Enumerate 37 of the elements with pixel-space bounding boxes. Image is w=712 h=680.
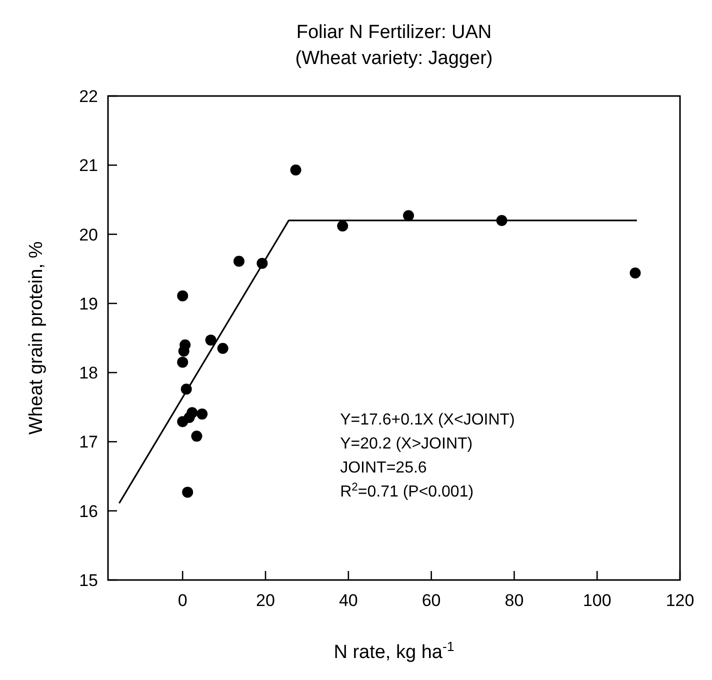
point [177,290,188,302]
x-tick-label: 100 [582,591,612,610]
y-tick-label: 18 [79,364,98,383]
point [177,416,188,428]
x-tick-label: 40 [338,591,358,610]
x-tick-label: 20 [256,591,275,610]
point [196,408,208,420]
x-tick-label: 60 [422,591,441,610]
point [217,342,228,354]
x-axis-title: N rate, kg ha$^{-1}$ [334,638,454,663]
chart-title: Foliar N Fertilizer: UAN [296,22,492,43]
annotation: Y=17.6+0.1X (X<JOINT) [340,411,515,428]
x-tick-label: 0 [178,591,188,610]
annotation: JOINT=25.6 [340,459,427,476]
y-tick-label: 15 [79,571,98,590]
y-tick-label: 16 [79,502,98,521]
y-tick-label: 22 [79,87,98,106]
annotation: Y=20.2 (X>JOINT) [340,435,473,452]
y-tick-label: 19 [79,294,98,314]
y-tick-label: 17 [79,432,98,452]
y-tick-label: 20 [79,225,98,244]
x-tick-label: 120 [666,591,694,610]
point [177,356,188,368]
point [233,256,244,267]
x-tick-label: 80 [504,591,524,610]
point [178,346,190,357]
y-tick-label: 21 [79,156,98,176]
y-axis-title: Wheat grain protein, % [26,241,47,435]
point [290,164,302,176]
point [337,220,348,232]
point [205,334,216,346]
point [403,210,414,222]
point [191,430,202,442]
annotation: R$^{2}$=0.71 (P<0.001) [340,481,474,500]
point [630,268,641,279]
chart-subtitle: (Wheat variety: Jagger) [295,48,493,69]
point [182,486,194,498]
